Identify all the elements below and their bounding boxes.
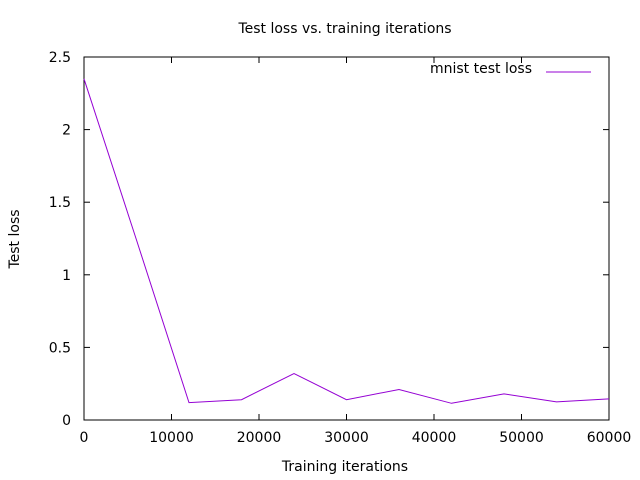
- x-tick-label: 40000: [412, 430, 457, 446]
- x-tick-label: 60000: [587, 430, 632, 446]
- x-axis-label: Training iterations: [281, 459, 408, 475]
- y-tick-label: 0: [62, 413, 71, 429]
- y-tick-label: 2.5: [49, 50, 71, 66]
- x-tick-label: 30000: [324, 430, 369, 446]
- series-layer: [83, 78, 610, 404]
- y-axis-label: Test loss: [7, 209, 23, 269]
- x-axis: 0 10000 20000 30000 40000 50000 60000: [80, 57, 632, 446]
- x-tick-label: 0: [80, 430, 89, 446]
- y-axis: 0 0.5 1 1.5 2 2.5: [49, 50, 609, 429]
- series-line: [83, 78, 610, 404]
- y-tick-label: 1.5: [49, 195, 71, 211]
- legend-label: mnist test loss: [430, 61, 532, 77]
- y-tick-label: 0.5: [49, 340, 71, 356]
- x-tick-label: 10000: [149, 430, 194, 446]
- y-tick-label: 2: [62, 123, 71, 139]
- chart-title: Test loss vs. training iterations: [237, 21, 451, 37]
- legend: mnist test loss: [430, 61, 591, 77]
- y-tick-label: 1: [62, 268, 71, 284]
- x-tick-label: 20000: [237, 430, 282, 446]
- x-tick-label: 50000: [499, 430, 544, 446]
